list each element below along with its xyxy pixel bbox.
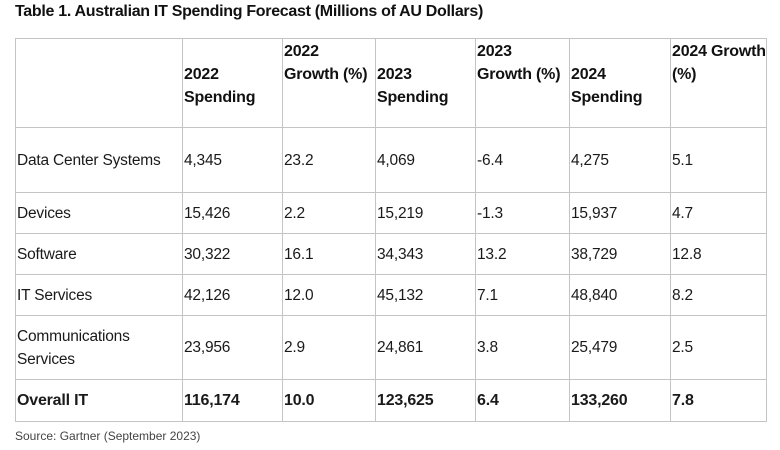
value-cell: 10.0	[282, 379, 376, 422]
value-cell: 123,625	[375, 379, 476, 422]
value-cell: 23.2	[282, 127, 376, 193]
value-cell: 4.7	[670, 192, 767, 234]
row-label-cell: Data Center Systems	[15, 127, 183, 193]
table-row: IT Services 42,126 12.0 45,132 7.1 48,840 8.2	[15, 274, 767, 316]
value-cell: -1.3	[475, 192, 570, 234]
value-cell: 16.1	[282, 233, 376, 275]
value-cell: 24,861	[375, 315, 476, 380]
value-cell: 30,322	[182, 233, 283, 275]
value-cell: 48,840	[569, 274, 671, 316]
it-spending-table: 2022 Spending 2022 Growth (%) 2023 Spendin…	[15, 38, 767, 422]
header-cell: 2022 Spending	[182, 38, 283, 128]
row-label-cell: Overall IT	[15, 379, 183, 422]
value-cell: 8.2	[670, 274, 767, 316]
value-cell: 42,126	[182, 274, 283, 316]
row-label-cell: Software	[15, 233, 183, 275]
value-cell: 3.8	[475, 315, 570, 380]
value-cell: 5.1	[670, 127, 767, 193]
header-cell: 2023 Spending	[375, 38, 476, 128]
value-cell: 38,729	[569, 233, 671, 275]
value-cell: 15,937	[569, 192, 671, 234]
value-cell: 12.8	[670, 233, 767, 275]
value-cell: 7.8	[670, 379, 767, 422]
value-cell: -6.4	[475, 127, 570, 193]
table-row: Software 30,322 16.1 34,343 13.2 38,729 12.8	[15, 233, 767, 275]
value-cell: 25,479	[569, 315, 671, 380]
value-cell: 4,069	[375, 127, 476, 193]
row-label-cell: Devices	[15, 192, 183, 234]
table-total-row: Overall IT 116,174 10.0 123,625 6.4 133,260 7.…	[15, 379, 767, 422]
value-cell: 12.0	[282, 274, 376, 316]
value-cell: 133,260	[569, 379, 671, 422]
value-cell: 15,219	[375, 192, 476, 234]
value-cell: 2.2	[282, 192, 376, 234]
header-cell: 2024 Growth (%)	[670, 38, 767, 128]
row-label-cell: IT Services	[15, 274, 183, 316]
value-cell: 4,275	[569, 127, 671, 193]
value-cell: 34,343	[375, 233, 476, 275]
value-cell: 23,956	[182, 315, 283, 380]
value-cell: 2.9	[282, 315, 376, 380]
header-cell: 2024 Spending	[569, 38, 671, 128]
value-cell: 4,345	[182, 127, 283, 193]
table-title: Table 1. Australian IT Spending Forecast…	[15, 3, 483, 20]
header-cell-empty	[15, 38, 183, 128]
value-cell: 6.4	[475, 379, 570, 422]
value-cell: 116,174	[182, 379, 283, 422]
header-cell: 2022 Growth (%)	[282, 38, 376, 128]
source-note: Source: Gartner (September 2023)	[15, 429, 201, 443]
value-cell: 7.1	[475, 274, 570, 316]
table-row: Communications Services 23,956 2.9 24,861 3.…	[15, 315, 767, 380]
table-row: Devices 15,426 2.2 15,219 -1.3 15,937 4.7	[15, 192, 767, 234]
value-cell: 2.5	[670, 315, 767, 380]
table-header-row: 2022 Spending 2022 Growth (%) 2023 Spendin…	[15, 38, 767, 128]
value-cell: 45,132	[375, 274, 476, 316]
row-label-cell: Communications Services	[15, 315, 183, 380]
table-row: Data Center Systems 4,345 23.2 4,069 -6.4 4,2…	[15, 127, 767, 193]
header-cell: 2023 Growth (%)	[475, 38, 570, 128]
value-cell: 15,426	[182, 192, 283, 234]
value-cell: 13.2	[475, 233, 570, 275]
